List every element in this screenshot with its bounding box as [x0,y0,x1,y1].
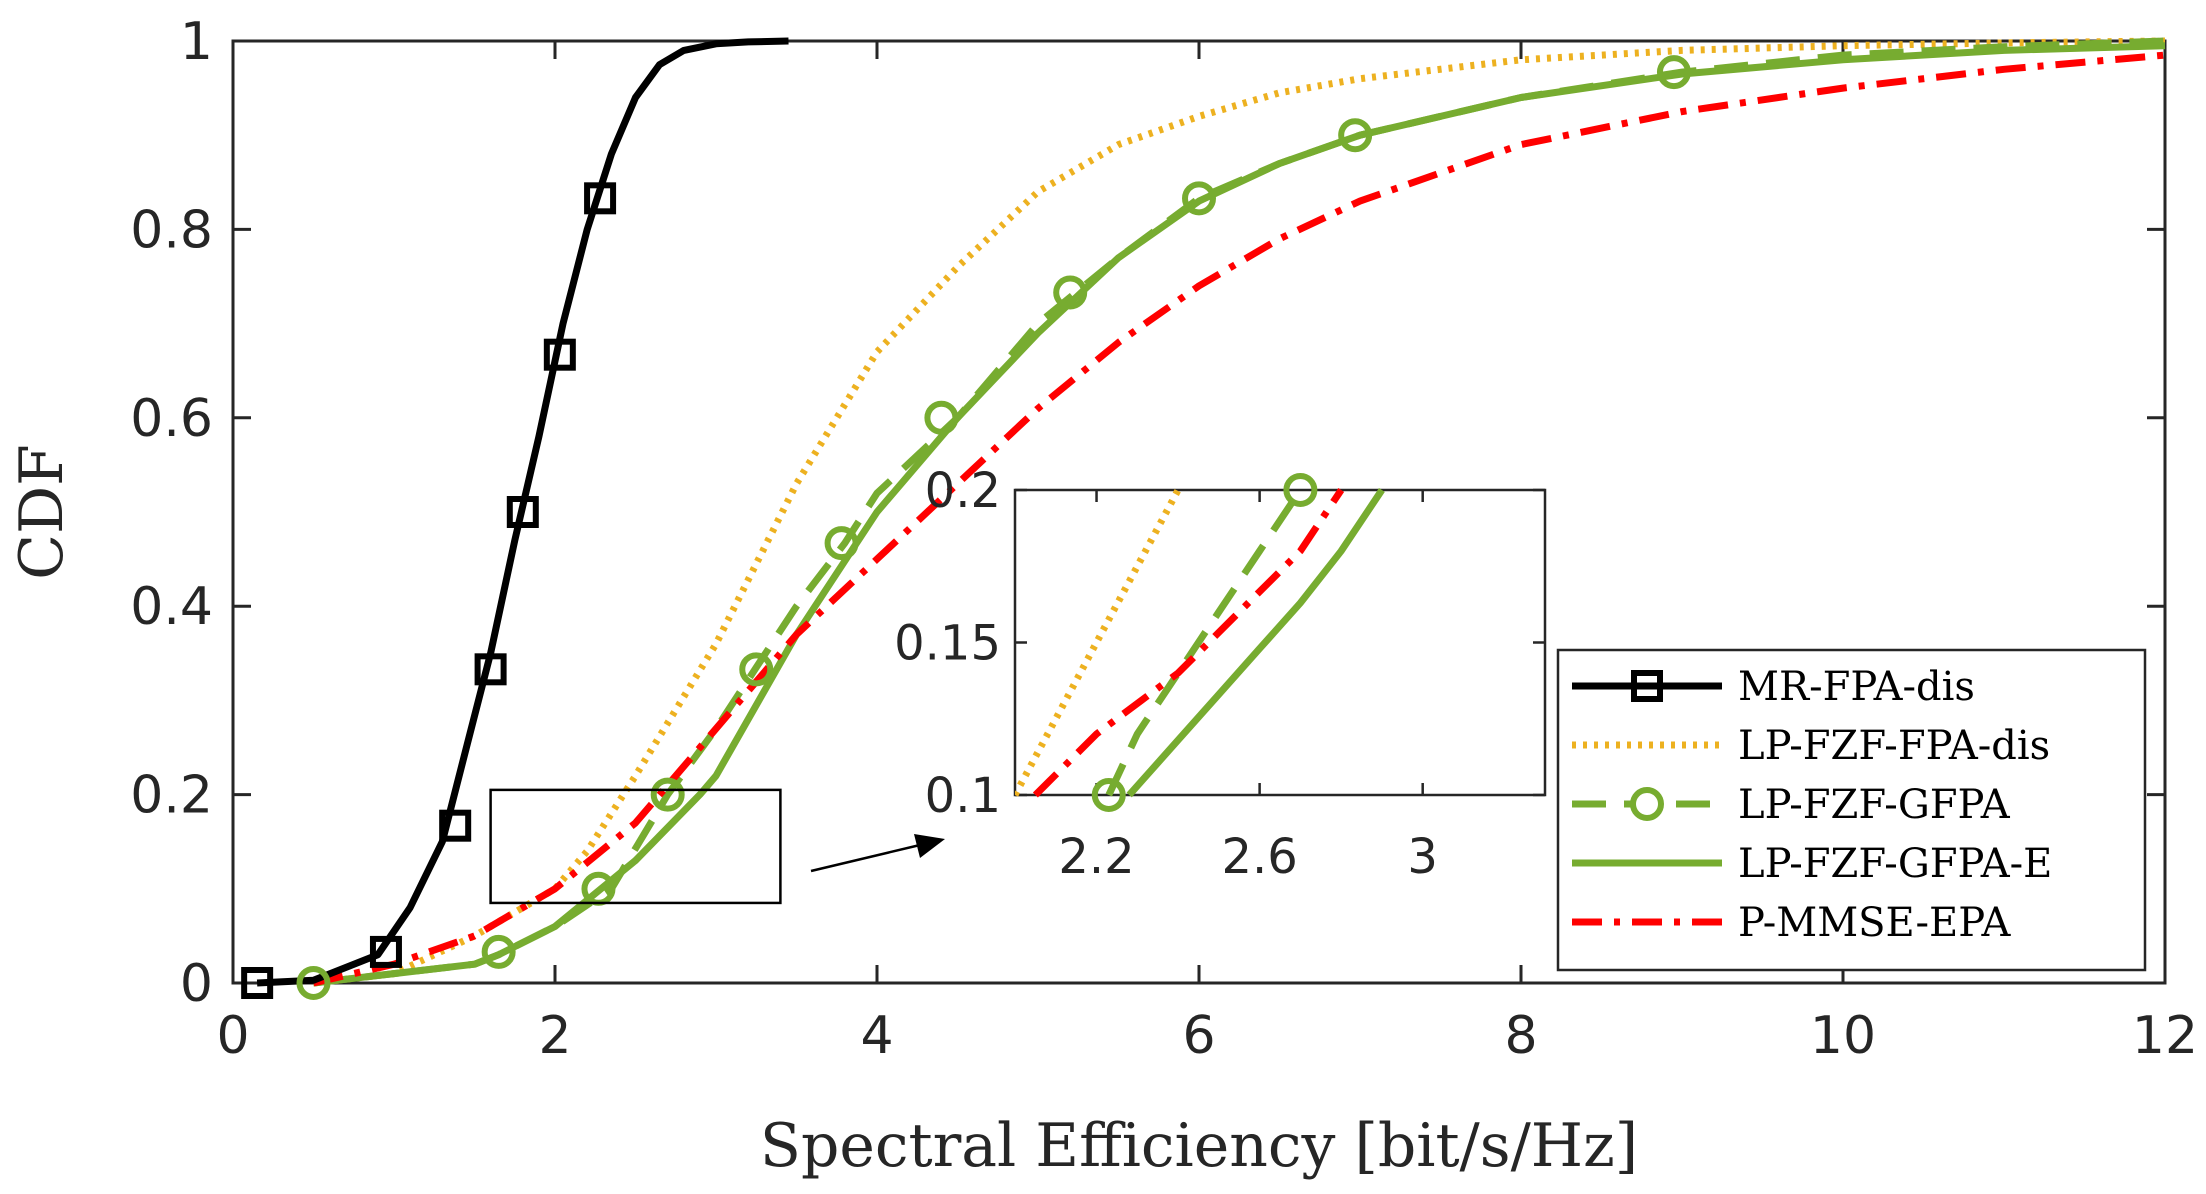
series-lines [256,37,2166,987]
legend-label: LP-FZF-FPA-dis [1738,723,2050,769]
inset-axis-ticks: 2.2 2.6 3 0.1 0.15 0.2 [894,463,1545,885]
inset-x-tick-label: 3 [1407,829,1438,885]
marker-square [474,653,507,686]
marker-circle [1338,118,1373,153]
inset-x-tick-label: 2.2 [1058,829,1134,885]
marker-square [584,182,617,215]
marker-square [506,496,539,528]
x-tick-label: 4 [860,1006,893,1066]
inset-y-tick-label: 0.1 [925,768,1001,824]
inset-series-lines [1015,473,1385,812]
y-tick-label: 0.4 [130,577,213,637]
x-tick-label: 8 [1504,1006,1537,1066]
marker-circle [1656,55,1691,90]
marker-circle [1182,181,1216,216]
marker-square [241,967,274,999]
x-tick-label: 10 [1810,1006,1876,1066]
marker-circle [739,652,774,687]
marker-circle [824,526,859,561]
legend-marker-square [1631,670,1663,702]
marker-square [439,809,472,842]
zoom-region-box [489,788,782,905]
legend-label: P-MMSE-EPA [1738,900,2011,946]
inset-line-lp-fzf-fpa-dis [1015,488,1182,797]
series-line-mr-fpa-dis [256,37,789,987]
y-tick-label: 0.8 [130,200,213,260]
zoom-arrow-line [810,843,921,873]
series-markers [241,55,1691,1000]
y-axis-title: CDF [7,444,77,580]
inset-line-lp-fzf-gfpa [1105,488,1304,797]
inset-marker-circle [1091,778,1126,812]
x-tick-label: 6 [1182,1006,1215,1066]
marker-circle [924,400,959,435]
y-tick-label: 0 [180,954,213,1014]
inset-line-lp-fzf-gfpa-e [1126,488,1385,798]
inset-frame [1013,488,1547,797]
x-axis-ticks: 0 2 4 6 8 10 12 [216,41,2198,1066]
marker-circle [481,934,516,969]
series-line-p-mmse-epa [312,51,2166,987]
x-tick-label: 2 [538,1006,571,1066]
y-axis-ticks: 0 0.2 0.4 0.6 0.8 1 [130,12,2165,1014]
x-axis-title: Spectral Efficiency [bit/s/Hz] [760,1111,1638,1181]
y-tick-label: 0.6 [130,389,213,449]
inset-y-tick-label: 0.2 [925,463,1001,519]
y-tick-label: 1 [180,12,213,72]
marker-circle [296,966,331,1000]
marker-square [543,338,576,371]
inset-series-group [1015,488,1385,798]
inset-y-tick-label: 0.15 [894,616,1001,672]
marker-circle [650,777,685,812]
legend-label: MR-FPA-dis [1738,664,1975,710]
x-tick-label: 12 [2132,1006,2198,1066]
inset-line-p-mmse-epa [1032,488,1345,798]
legend: MR-FPA-dis LP-FZF-FPA-dis LP-FZF-GFPA LP-FZ… [1556,648,2147,972]
inset-x-tick-label: 2.6 [1221,829,1297,885]
inset-marker-circle [1283,473,1318,507]
legend-label: LP-FZF-GFPA [1738,782,2011,828]
marker-square [369,935,402,968]
zoom-arrow-head [914,834,945,858]
legend-marker-circle [1630,787,1664,821]
marker-circle [1053,275,1088,310]
x-tick-label: 0 [216,1006,249,1066]
legend-label: LP-FZF-GFPA-E [1738,841,2052,887]
y-tick-label: 0.2 [130,766,213,826]
